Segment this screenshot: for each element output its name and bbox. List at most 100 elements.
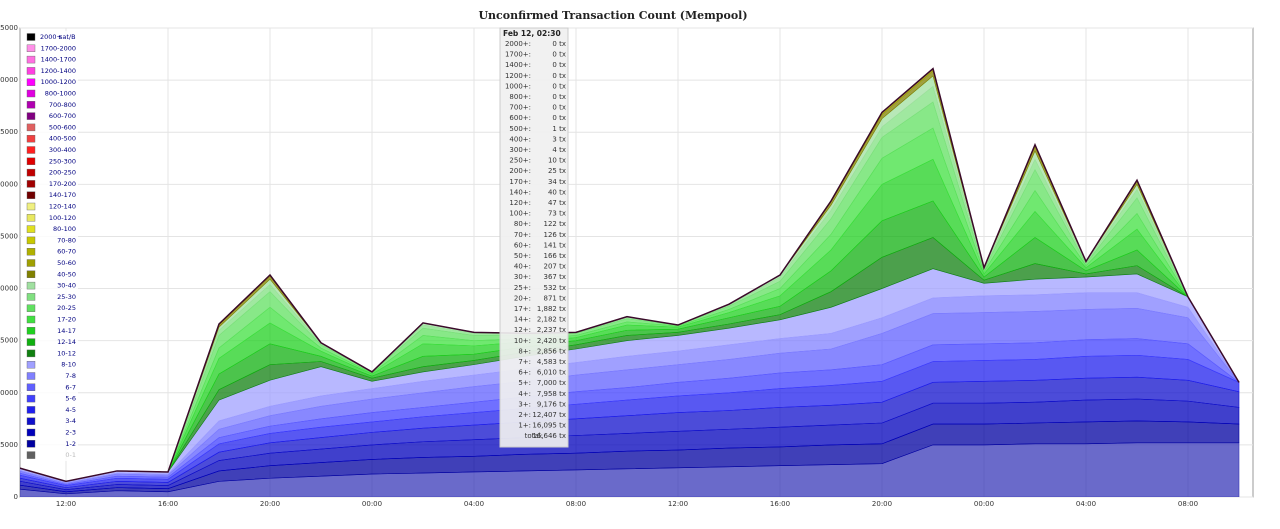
legend-swatch — [26, 451, 36, 459]
legend-label: 60-70 — [57, 248, 76, 256]
tooltip-value: 7,000 tx — [537, 379, 566, 387]
tooltip-key: 5+: — [518, 379, 531, 387]
legend-swatch — [26, 112, 36, 120]
tooltip-value: 0 tx — [552, 93, 566, 101]
legend-swatch — [26, 146, 36, 154]
tooltip-key: 4+: — [518, 390, 531, 398]
legend-label: 170-200 — [49, 180, 76, 188]
legend-label: 1700-2000 — [41, 44, 76, 52]
legend-swatch — [26, 55, 36, 64]
legend-label: 500-600 — [49, 123, 76, 131]
legend-swatch — [26, 315, 36, 324]
tooltip-value: 122 tx — [544, 220, 566, 228]
tooltip-key: 50+: — [514, 252, 531, 260]
tooltip-key: 100+: — [509, 210, 531, 218]
legend-label: 8-10 — [61, 361, 76, 369]
legend-label: 140-170 — [49, 191, 76, 199]
legend-swatch — [26, 123, 36, 132]
legend-label: 5-6 — [65, 395, 76, 403]
tooltip-box — [499, 27, 569, 448]
tooltip-value: 10 tx — [548, 157, 566, 165]
tooltip-key: 3+: — [518, 400, 531, 408]
legend-label: 30-40 — [57, 282, 76, 290]
legend-label: 0-1 — [65, 451, 76, 459]
tooltip-key: 14+: — [514, 316, 531, 324]
tooltip-key: 800+: — [509, 93, 531, 101]
x-tick-label: 00:00 — [362, 500, 382, 508]
legend-label: 600-700 — [49, 112, 76, 120]
x-tick-label: 04:00 — [1076, 500, 1096, 508]
legend-label: 2-3 — [65, 429, 76, 437]
tooltip-value: 2,856 tx — [537, 347, 566, 355]
tooltip-key: 2000+: — [505, 40, 531, 48]
legend-label: 25-30 — [57, 293, 76, 301]
tooltip-key: 120+: — [509, 199, 531, 207]
tooltip-value: 166 tx — [544, 252, 566, 260]
legend-label: 12-14 — [57, 338, 76, 346]
legend-swatch — [26, 157, 36, 166]
legend-label: 700-800 — [49, 101, 76, 109]
tooltip-value: 16,095 tx — [532, 422, 566, 430]
tooltip-key: 6+: — [518, 369, 531, 377]
tooltip-key: 500+: — [509, 125, 531, 133]
legend-swatch — [26, 259, 36, 267]
legend-swatch — [26, 33, 36, 41]
legend-swatch — [26, 406, 36, 414]
legend-swatch — [26, 225, 36, 233]
tooltip-value: 9,176 tx — [537, 400, 566, 408]
legend-swatch — [26, 394, 36, 403]
legend-swatch — [26, 383, 36, 391]
legend-label: 20-25 — [57, 304, 76, 312]
tooltip-value: 25 tx — [548, 167, 566, 175]
y-tick-label: 0 — [14, 493, 18, 501]
legend-label: 50-60 — [57, 259, 76, 267]
tooltip-key: 40+: — [514, 263, 531, 271]
legend-label: 17-20 — [57, 316, 76, 324]
x-tick-label: 08:00 — [566, 500, 586, 508]
legend-swatch — [26, 247, 36, 256]
tooltip-value: 1,882 tx — [537, 305, 566, 313]
legend-label: 2000+ — [40, 33, 62, 41]
legend-swatch — [26, 372, 36, 380]
tooltip-key: 1700+: — [505, 51, 531, 59]
tooltip-value: 40 tx — [548, 188, 566, 196]
x-tick-label: 08:00 — [1178, 500, 1198, 508]
x-tick-label: 20:00 — [260, 500, 280, 508]
legend-swatch — [26, 417, 36, 425]
legend-swatch — [26, 214, 36, 222]
x-tick-label: 16:00 — [770, 500, 790, 508]
legend-label: 120-140 — [49, 203, 76, 211]
legend-label: 100-120 — [49, 214, 76, 222]
tooltip-value: 0 tx — [552, 61, 566, 69]
tooltip-key: 12+: — [514, 326, 531, 334]
tooltip-value: 0 tx — [552, 51, 566, 59]
legend-swatch — [26, 270, 36, 278]
tooltip-key: 200+: — [509, 167, 531, 175]
tooltip-key: 140+: — [509, 188, 531, 196]
tooltip-value: 3 tx — [552, 135, 566, 143]
tooltip-value: 126 tx — [544, 231, 566, 239]
legend-label: 1400-1700 — [41, 56, 76, 64]
y-tick-label: 35000 — [0, 128, 18, 136]
legend-label: 70-80 — [57, 236, 76, 244]
tooltip-key: 25+: — [514, 284, 531, 292]
tooltip-value: 6,010 tx — [537, 369, 566, 377]
x-tick-label: 12:00 — [668, 500, 688, 508]
legend-swatch — [26, 428, 36, 437]
legend-label: 1000-1200 — [41, 78, 76, 86]
tooltip-value: 4,583 tx — [537, 358, 566, 366]
tooltip-value: 532 tx — [544, 284, 566, 292]
y-tick-label: 20000 — [0, 285, 18, 293]
tooltip-key: 2+: — [518, 411, 531, 419]
legend-swatch — [26, 304, 36, 312]
y-tick-label: 30000 — [0, 180, 18, 188]
tooltip-key: 8+: — [518, 347, 531, 355]
legend-swatch — [26, 180, 36, 188]
tooltip-value: 16,646 tx — [532, 432, 566, 440]
legend-swatch — [26, 349, 36, 358]
legend-unit: sat/B — [59, 33, 76, 41]
legend-swatch — [26, 191, 36, 199]
tooltip-key: 600+: — [509, 114, 531, 122]
legend-label: 4-5 — [65, 406, 76, 414]
x-tick-label: 12:00 — [56, 500, 76, 508]
